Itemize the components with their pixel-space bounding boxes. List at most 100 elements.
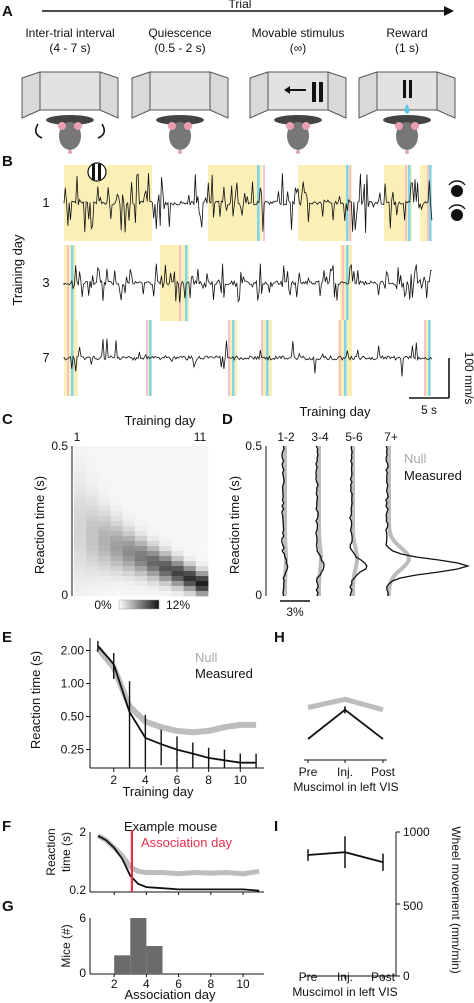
wheel-velocity-trace [63,263,433,303]
wheel [383,115,431,125]
heatmap-cell [159,541,172,547]
stimulus-arrow-head [284,86,290,94]
heatmap-cell [74,471,87,477]
heatmap-cell [110,551,124,557]
heatmap-cell [159,496,172,502]
day-label-7: 7 [42,350,49,365]
stimulus-onset-marker [346,165,349,241]
stage-2-title: Quiescence [148,26,212,40]
heatmap-cell [147,471,160,477]
grating-bar [403,80,406,98]
heatmap-cell [110,491,124,497]
heatmap-cell [171,576,185,582]
heatmap-cell [171,531,185,537]
colorbar-min: 0% [94,598,112,612]
heatmap-cell [74,521,87,527]
rig-4 [358,71,456,154]
g-bar [130,918,147,974]
turn-direction-icon [448,180,466,221]
heatmap-cell [122,586,136,592]
heatmap-cell [134,456,148,462]
heatmap-y-top: 0.5 [51,439,68,453]
heatmap-cell [183,571,197,577]
heatmap-ylabel: Reaction time (s) [32,476,47,574]
heatmap-cell [122,536,136,542]
rig-3 [249,71,347,154]
trial-shade [384,165,412,241]
panel-d-letter: D [222,411,233,428]
i-xlabel: Muscimol in left VIS [292,985,397,999]
heatmap-cell [171,521,185,527]
wheel-velocity-trace [63,338,433,377]
heatmap-cell [147,481,160,487]
heatmap-cell [122,516,136,522]
heatmap-cell [98,476,111,482]
measured-distribution [315,445,325,597]
e-y-tick-label: 1.00 [61,677,85,691]
null-distribution [283,446,288,596]
trial-shade [298,165,352,241]
heatmap-cell [122,461,136,467]
heatmap-cell [86,506,99,512]
g-x-tick-label: 4 [143,977,150,991]
heatmap-cell [122,551,136,557]
heatmap-cell [195,446,209,452]
heatmap-cell [110,526,124,532]
heatmap-cell [134,516,148,522]
reward-marker [427,165,429,241]
measured-distribution [385,445,471,597]
heatmap-cell [195,521,209,527]
heatmap-cell [195,486,209,492]
heatmap-cell [110,566,124,572]
distribution-scale-label: 3% [286,605,304,619]
heatmap-cell [134,586,148,592]
panel-i: I 1000 500 0 Wheel movement (mm/min) Pre… [274,818,463,999]
heatmap-cell [134,511,148,517]
heatmap-cell [134,471,148,477]
heatmap-cell [171,491,185,497]
heatmap-cell [183,551,197,557]
heatmap-cell [171,446,185,452]
heatmap-cell [171,486,185,492]
heatmap-cell [195,556,209,562]
heatmap-cell [86,581,99,587]
heatmap-cell [134,546,148,552]
heatmap-cell [159,571,172,577]
heatmap-cell [98,586,111,592]
mouse-ear [286,122,294,130]
rig-illustrations [21,71,456,154]
measured-distribution [349,445,368,597]
wheel-velocity-trace [63,173,433,233]
heatmap-cell [171,561,185,567]
reaction-time-heatmap [74,446,209,597]
heatmap-cell [195,516,209,522]
panel-h: H Pre Inj. Post Muscimol in left VIS [274,629,399,794]
heatmap-cell [98,536,111,542]
heatmap-cell [195,591,209,597]
mouse-nose [178,150,182,154]
heatmap-cell [183,496,197,502]
heatmap-cell [195,581,209,587]
trace-row-1 [63,165,433,241]
heatmap-cell [110,546,124,552]
reward-marker [263,165,265,241]
heatmap-cell [86,536,99,542]
heatmap-cell [159,456,172,462]
g-ytick-0: 0 [79,966,86,980]
panel-f: F Reaction time (s) 2 0.2 Example mouse … [2,818,264,897]
heatmap-cell [183,481,197,487]
heatmap-cell [195,576,209,582]
e-x-tick-label: 10 [234,773,248,787]
heatmap-cell [86,571,99,577]
heatmap-cell [122,496,136,502]
heatmap-cell [147,516,160,522]
heatmap-cell [74,466,87,472]
heatmap-cell [110,486,124,492]
heatmap-cell [159,531,172,537]
heatmap-cell [110,586,124,592]
heatmap-cell [134,476,148,482]
heatmap-cell [110,556,124,562]
heatmap-cell [147,561,160,567]
heatmap-cell [147,536,160,542]
heatmap-cell [147,571,160,577]
